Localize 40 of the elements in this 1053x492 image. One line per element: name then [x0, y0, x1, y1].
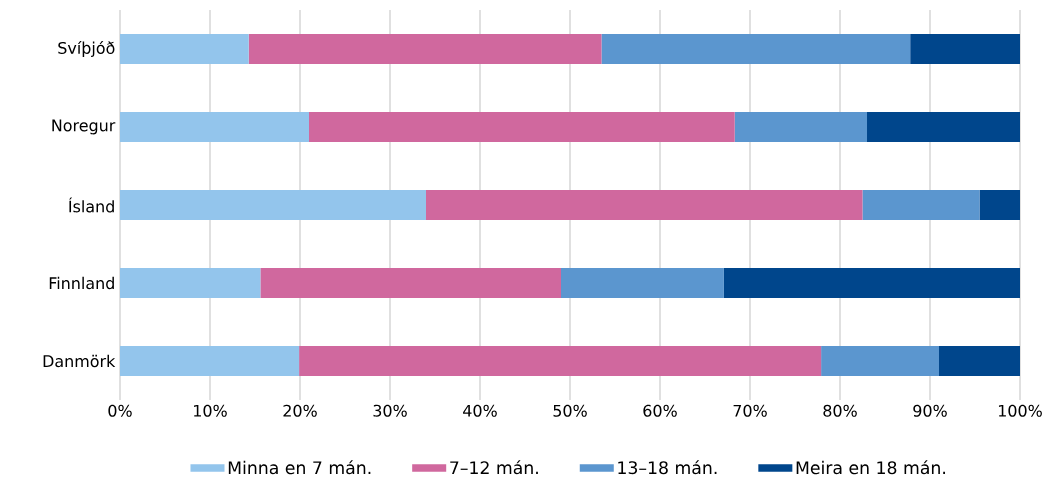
bar — [120, 112, 310, 143]
bar — [601, 34, 911, 65]
x-tick-label: 100% — [998, 404, 1042, 417]
x-tick-label: 90% — [913, 404, 947, 417]
bar — [910, 34, 1021, 65]
x-tick-label: 50% — [553, 404, 587, 417]
bar — [821, 346, 940, 377]
y-tick-label: Ísland — [69, 197, 114, 213]
bar — [260, 268, 562, 299]
bar — [723, 268, 1021, 299]
bar — [120, 190, 427, 221]
x-tick-label: 10% — [194, 404, 227, 417]
bar — [299, 346, 822, 377]
bar — [862, 190, 980, 221]
bar — [734, 112, 868, 143]
legend-label: Meira en 18 mán. — [796, 460, 945, 475]
x-tick-label: 60% — [643, 404, 677, 417]
x-tick-label: 80% — [823, 404, 857, 417]
y-tick-label: Noregur — [52, 119, 116, 135]
legend-label: 13–18 mán. — [618, 460, 717, 475]
bar — [939, 346, 1021, 377]
bar — [120, 346, 300, 377]
bar — [309, 112, 735, 143]
y-tick-label: Finnland — [49, 276, 114, 290]
x-tick-label: 20% — [283, 404, 317, 417]
bar — [979, 190, 1021, 221]
legend-label: 7–12 mán. — [450, 460, 538, 475]
bar — [248, 34, 602, 65]
x-tick-label: 40% — [463, 404, 497, 417]
bar — [120, 34, 249, 65]
bar — [561, 268, 724, 299]
x-tick-label: 0% — [108, 404, 132, 417]
bar — [120, 268, 261, 299]
bar — [426, 190, 863, 221]
bar — [867, 112, 1021, 143]
x-tick-label: 70% — [733, 404, 767, 417]
y-tick-label: Danmörk — [43, 354, 116, 368]
y-tick-label: Svíþjóð — [58, 40, 115, 58]
legend-label: Minna en 7 mán. — [228, 460, 371, 475]
x-tick-label: 30% — [373, 404, 407, 417]
